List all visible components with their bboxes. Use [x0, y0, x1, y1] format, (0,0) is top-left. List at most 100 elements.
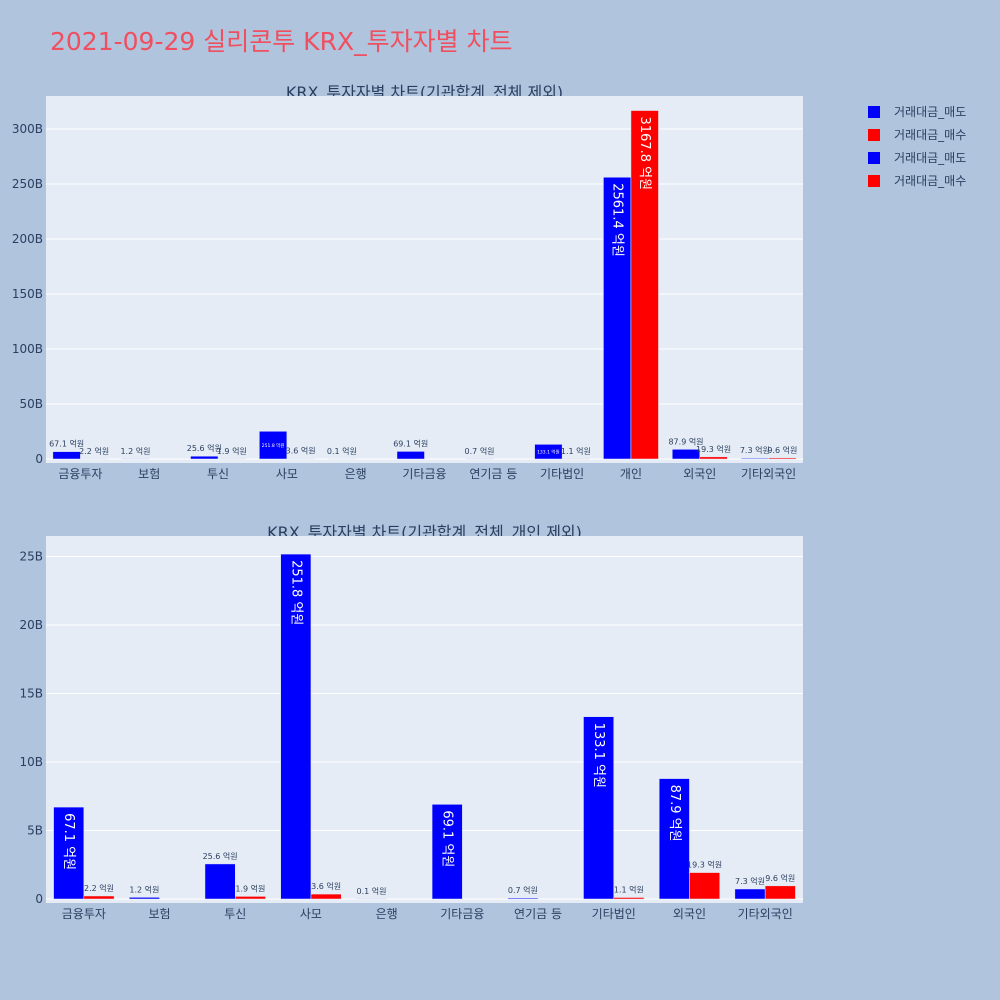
x-tick-label: 사모 [300, 907, 322, 921]
x-tick-label: 투신 [224, 907, 246, 921]
y-tick-label: 5B [27, 824, 43, 838]
y-tick-label: 200B [12, 232, 43, 246]
data-label: 69.1 억원 [440, 810, 455, 867]
x-tick-label: 금융투자 [62, 907, 106, 921]
y-tick-label: 25B [19, 550, 43, 564]
bar [630, 110, 659, 460]
data-label: 7.3 억원 [735, 876, 765, 886]
legend-item[interactable]: 거래대금_매수 [868, 123, 966, 146]
data-label: 1.1 억원 [561, 446, 591, 456]
x-tick-label: 외국인 [673, 907, 706, 921]
bar [658, 778, 690, 900]
data-label: 3.6 억원 [311, 881, 341, 891]
data-label: 133.1 억원 [591, 723, 606, 788]
x-tick-label: 기타금융 [402, 467, 446, 481]
x-tick-label: 은행 [345, 466, 367, 481]
data-label: 9.6 억원 [767, 445, 797, 455]
bar [734, 888, 766, 900]
legend-label: 거래대금_매도 [894, 151, 967, 165]
bar [53, 806, 85, 900]
data-label: 2561.4 억원 [610, 183, 625, 257]
x-tick-label: 기타법인 [540, 467, 584, 481]
legend-label: 거래대금_매도 [894, 105, 967, 119]
bar [534, 444, 563, 460]
y-tick-label: 50B [19, 397, 43, 411]
y-tick-label: 250B [12, 177, 43, 191]
bar [583, 716, 614, 900]
y-tick-label: 300B [12, 122, 43, 136]
plot-area [46, 96, 803, 463]
data-label: 2.2 억원 [84, 883, 114, 893]
data-label: 0.7 억원 [508, 885, 538, 895]
x-tick-label: 기타금융 [440, 907, 484, 921]
data-label: 9.6 억원 [765, 873, 795, 883]
legend-swatch [868, 105, 880, 118]
bar [83, 895, 115, 900]
legend-swatch [868, 128, 880, 141]
x-tick-label: 금융투자 [58, 467, 102, 481]
legend-swatch [868, 151, 880, 164]
data-label: 1.1 억원 [614, 884, 644, 894]
legend-item[interactable]: 거래대금_매수 [868, 169, 966, 192]
data-label: 25.6 억원 [187, 443, 222, 453]
x-tick-label: 은행 [376, 906, 398, 921]
y-tick-label: 150B [12, 287, 43, 301]
bar [768, 457, 797, 460]
legend[interactable]: 거래대금_매도 거래대금_매수 거래대금_매도 거래대금_매수 [868, 100, 966, 192]
data-label: 251.8 억원 [262, 442, 285, 449]
data-label: 1.9 억원 [235, 883, 265, 893]
bar [280, 553, 312, 900]
y-tick-label: 0 [35, 892, 43, 906]
data-label: 87.9 억원 [668, 436, 703, 446]
data-label: 2.2 억원 [79, 446, 109, 456]
y-tick-label: 15B [19, 687, 43, 701]
bar [190, 455, 219, 460]
legend-item[interactable]: 거래대금_매도 [868, 146, 966, 169]
bar [431, 804, 463, 900]
bar [671, 449, 701, 460]
y-tick-label: 0 [35, 452, 43, 466]
data-label: 1.2 억원 [120, 446, 150, 456]
y-tick-label: 10B [19, 755, 43, 769]
bar [52, 451, 81, 460]
bar [310, 893, 342, 900]
data-label: 0.7 억원 [465, 446, 495, 456]
bar [613, 897, 645, 900]
x-tick-label: 보험 [149, 907, 171, 921]
bar [689, 872, 720, 900]
bar [129, 897, 160, 900]
data-label: 19.3 억원 [687, 860, 722, 870]
data-label: 69.1 억원 [393, 438, 428, 448]
page-title: 2021-09-29 실리콘투 KRX_투자자별 차트 [50, 27, 513, 56]
x-tick-label: 연기금 등 [514, 907, 562, 921]
x-tick-label: 연기금 등 [469, 467, 517, 481]
x-tick-label: 사모 [276, 467, 298, 481]
bar [699, 456, 728, 460]
data-label: 19.3 억원 [696, 444, 731, 454]
data-label: 251.8 억원 [288, 560, 303, 625]
bar [764, 885, 796, 900]
data-label: 3.6 억원 [286, 446, 316, 456]
data-label: 67.1 억원 [49, 439, 84, 449]
legend-label: 거래대금_매수 [894, 128, 967, 142]
bar [204, 863, 236, 900]
legend-label: 거래대금_매수 [894, 174, 967, 188]
x-tick-label: 기타외국인 [741, 467, 796, 481]
legend-item[interactable]: 거래대금_매도 [868, 100, 966, 123]
data-label: 67.1 억원 [61, 813, 76, 870]
x-tick-label: 개인 [620, 467, 642, 481]
y-tick-label: 20B [19, 618, 43, 632]
x-tick-label: 보험 [138, 467, 160, 481]
data-label: 0.1 억원 [357, 886, 387, 896]
bar [507, 897, 539, 900]
x-tick-label: 투신 [207, 467, 229, 481]
bar [603, 176, 632, 460]
bar [235, 896, 266, 900]
data-label: 3167.8 억원 [637, 117, 652, 191]
legend-swatch [868, 174, 880, 187]
bar [259, 431, 288, 460]
bar [396, 451, 425, 460]
x-tick-label: 기타외국인 [738, 907, 793, 921]
data-label: 0.1 억원 [327, 446, 357, 456]
